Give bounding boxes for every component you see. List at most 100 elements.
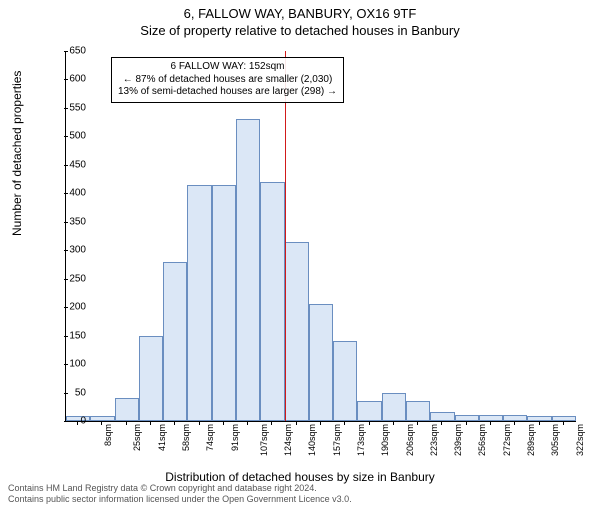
- x-tick-mark: [344, 421, 345, 425]
- x-tick-mark: [77, 421, 78, 425]
- x-tick-mark: [101, 421, 102, 425]
- y-axis-label: Number of detached properties: [10, 71, 24, 236]
- x-tick-label: 239sqm: [453, 424, 463, 456]
- x-tick-mark: [126, 421, 127, 425]
- histogram-bar: [236, 119, 260, 421]
- x-tick-label: 173sqm: [356, 424, 366, 456]
- footer-attribution: Contains HM Land Registry data © Crown c…: [8, 483, 352, 504]
- y-tick-label: 250: [56, 273, 86, 284]
- x-tick-mark: [296, 421, 297, 425]
- x-tick-mark: [271, 421, 272, 425]
- x-tick-label: 190sqm: [380, 424, 390, 456]
- y-tick-label: 600: [56, 74, 86, 85]
- y-tick-mark: [64, 393, 68, 394]
- histogram-bar: [260, 182, 284, 421]
- y-tick-mark: [64, 51, 68, 52]
- y-tick-label: 300: [56, 245, 86, 256]
- x-tick-label: 206sqm: [405, 424, 415, 456]
- x-tick-mark: [514, 421, 515, 425]
- histogram-bar: [309, 304, 333, 421]
- x-tick-label: 8sqm: [103, 424, 113, 446]
- y-tick-mark: [64, 336, 68, 337]
- histogram-bar: [552, 416, 576, 421]
- annotation-box: 6 FALLOW WAY: 152sqm← 87% of detached ho…: [111, 57, 344, 103]
- x-tick-label: 140sqm: [307, 424, 317, 456]
- y-tick-label: 150: [56, 330, 86, 341]
- y-tick-label: 500: [56, 131, 86, 142]
- histogram-bar: [527, 416, 551, 421]
- x-tick-label: 58sqm: [181, 424, 191, 451]
- histogram-bar: [382, 393, 406, 421]
- histogram-bar: [285, 242, 309, 421]
- y-tick-mark: [64, 165, 68, 166]
- x-tick-mark: [417, 421, 418, 425]
- y-tick-label: 0: [56, 416, 86, 427]
- y-tick-label: 650: [56, 46, 86, 57]
- histogram-bar: [357, 401, 381, 421]
- histogram-bar: [139, 336, 163, 421]
- x-tick-mark: [174, 421, 175, 425]
- histogram-bar: [163, 262, 187, 421]
- x-axis-label: Distribution of detached houses by size …: [0, 470, 600, 484]
- histogram-bar: [115, 398, 139, 421]
- chart-container: 6, FALLOW WAY, BANBURY, OX16 9TF Size of…: [0, 6, 600, 506]
- y-tick-mark: [64, 108, 68, 109]
- x-tick-label: 272sqm: [502, 424, 512, 456]
- chart-title: 6, FALLOW WAY, BANBURY, OX16 9TF: [0, 6, 600, 21]
- annotation-line-1: 6 FALLOW WAY: 152sqm: [118, 61, 337, 74]
- y-tick-mark: [64, 250, 68, 251]
- histogram-bar: [430, 412, 454, 421]
- y-tick-label: 400: [56, 188, 86, 199]
- plot-area: 6 FALLOW WAY: 152sqm← 87% of detached ho…: [65, 51, 576, 422]
- annotation-line-3: 13% of semi-detached houses are larger (…: [118, 86, 337, 99]
- x-tick-mark: [223, 421, 224, 425]
- y-tick-mark: [64, 307, 68, 308]
- footer-line-1: Contains HM Land Registry data © Crown c…: [8, 483, 352, 493]
- annotation-line-2: ← 87% of detached houses are smaller (2,…: [118, 74, 337, 87]
- y-tick-mark: [64, 364, 68, 365]
- chart-subtitle: Size of property relative to detached ho…: [0, 23, 600, 38]
- y-tick-mark: [64, 279, 68, 280]
- y-tick-mark: [64, 136, 68, 137]
- x-tick-label: 124sqm: [283, 424, 293, 456]
- x-tick-mark: [490, 421, 491, 425]
- histogram-bar: [333, 341, 357, 421]
- y-tick-label: 200: [56, 302, 86, 313]
- x-tick-mark: [393, 421, 394, 425]
- x-tick-label: 107sqm: [259, 424, 269, 456]
- y-tick-mark: [64, 193, 68, 194]
- x-tick-label: 322sqm: [575, 424, 585, 456]
- x-tick-label: 256sqm: [477, 424, 487, 456]
- x-tick-mark: [199, 421, 200, 425]
- footer-line-2: Contains public sector information licen…: [8, 494, 352, 504]
- x-tick-mark: [150, 421, 151, 425]
- histogram-bar: [212, 185, 236, 421]
- y-tick-label: 350: [56, 216, 86, 227]
- x-tick-label: 91sqm: [230, 424, 240, 451]
- y-tick-label: 50: [56, 387, 86, 398]
- x-tick-mark: [539, 421, 540, 425]
- x-tick-mark: [466, 421, 467, 425]
- x-tick-mark: [247, 421, 248, 425]
- y-tick-mark: [64, 79, 68, 80]
- histogram-bar: [503, 415, 527, 421]
- x-tick-mark: [441, 421, 442, 425]
- x-tick-label: 74sqm: [205, 424, 215, 451]
- x-tick-label: 157sqm: [332, 424, 342, 456]
- x-tick-label: 305sqm: [550, 424, 560, 456]
- y-tick-label: 550: [56, 102, 86, 113]
- x-tick-mark: [369, 421, 370, 425]
- x-tick-label: 289sqm: [526, 424, 536, 456]
- x-tick-mark: [563, 421, 564, 425]
- histogram-bar: [406, 401, 430, 421]
- x-tick-label: 41sqm: [157, 424, 167, 451]
- x-tick-label: 223sqm: [429, 424, 439, 456]
- histogram-bar: [90, 416, 114, 421]
- y-tick-label: 450: [56, 159, 86, 170]
- y-tick-label: 100: [56, 359, 86, 370]
- reference-line: [285, 51, 286, 421]
- x-tick-label: 25sqm: [132, 424, 142, 451]
- histogram-bar: [455, 415, 479, 421]
- y-tick-mark: [64, 421, 68, 422]
- histogram-bar: [187, 185, 211, 421]
